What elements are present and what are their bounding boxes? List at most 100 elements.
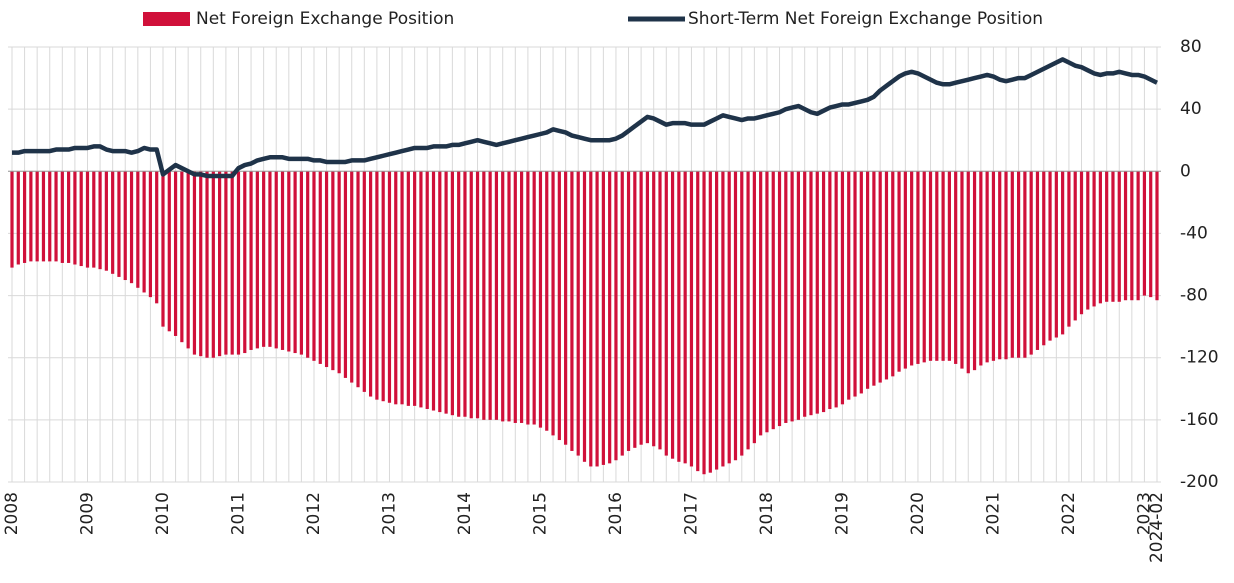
bar [356,171,360,388]
bar [1092,171,1096,307]
bar [368,171,373,397]
bar [589,171,593,467]
bar [29,171,33,262]
bar [92,171,96,268]
bar [136,171,140,288]
bar [1023,171,1027,358]
bar [60,171,64,263]
bar [570,171,574,451]
bar [941,171,945,361]
bar [733,171,738,461]
bar [98,171,102,270]
bar [891,171,895,377]
bar [721,171,725,467]
bar [765,171,769,433]
bar [557,171,561,441]
bar [337,171,341,374]
bar [375,171,379,400]
bar [488,171,492,420]
bar [318,171,322,364]
bar [771,171,775,430]
bar [255,171,259,349]
bar [1130,171,1134,301]
bar [519,171,524,423]
bar [947,171,951,361]
bar [683,171,687,464]
x-tick-label: 2010 [153,492,173,535]
bar [828,171,832,409]
bar [413,171,417,406]
bar [425,171,429,409]
bar [608,171,612,464]
bar [450,171,454,416]
y-tick-label: 0 [1180,161,1191,181]
bar [161,171,165,327]
bar [872,171,876,386]
bar [1136,171,1140,301]
bar [1073,171,1077,321]
bar [790,171,794,422]
bar [991,171,996,361]
bar [431,171,436,411]
bar [167,171,171,332]
bar [243,171,247,354]
bar [979,171,983,366]
bar [670,171,675,459]
bar [211,171,215,358]
bar [532,171,536,425]
bar [387,171,392,403]
bar [350,171,354,383]
bar [262,171,266,347]
bar [324,171,329,368]
bar [394,171,398,405]
x-tick-label: 2022 [1059,492,1079,535]
x-tick-label: 2018 [757,492,777,535]
bar [1048,171,1052,341]
bar [123,171,127,281]
x-tick-label: 2017 [681,492,701,535]
bar [192,171,197,355]
bar [475,171,480,419]
bar [1029,171,1033,355]
bar [104,171,108,271]
bar [645,171,650,444]
bar [526,171,530,425]
x-tick-label: 2020 [908,492,928,535]
bar [545,171,549,431]
x-tick-label: 2019 [832,492,852,535]
legend-label: Short-Term Net Foreign Exchange Position [688,9,1043,29]
bar [652,171,656,447]
legend-label: Net Foreign Exchange Position [196,9,454,29]
bar [1079,171,1084,315]
bar [331,171,335,371]
bar [1149,171,1153,298]
bar [633,171,637,448]
x-tick-label: 2021 [983,492,1003,535]
bar [1098,171,1102,304]
x-tick-label: 2024-02 [1147,492,1167,563]
bar [1010,171,1014,358]
bar [1016,171,1021,358]
bar [73,171,77,265]
bar [601,171,605,465]
bar [928,171,933,361]
bar [658,171,662,450]
bar [626,171,631,451]
bar [293,171,297,354]
bar [381,171,385,402]
bar [985,171,989,363]
bar [910,171,914,366]
bar [205,171,209,358]
bar [306,171,310,358]
y-tick-label: 80 [1180,37,1202,57]
bar [1042,171,1046,346]
bar [1142,171,1147,296]
bar [507,171,511,422]
bar [513,171,517,423]
bar [564,171,568,445]
bar [249,171,253,350]
bar [419,171,423,408]
bar [664,171,668,456]
bar [1111,171,1115,302]
bar [677,171,681,462]
